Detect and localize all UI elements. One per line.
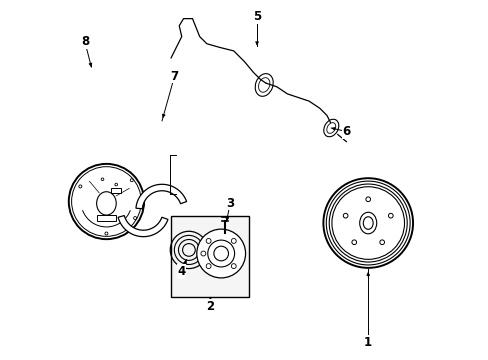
Text: 8: 8 [81, 35, 89, 49]
Text: 3: 3 [225, 197, 234, 210]
Text: 4: 4 [177, 265, 185, 278]
Text: 5: 5 [252, 10, 261, 23]
Ellipse shape [255, 74, 273, 96]
Text: 6: 6 [342, 125, 350, 138]
Text: 7: 7 [170, 69, 178, 82]
Bar [171, 216, 249, 297]
Polygon shape [118, 216, 168, 237]
Polygon shape [136, 184, 186, 209]
Ellipse shape [323, 119, 338, 137]
Circle shape [196, 229, 245, 278]
Text: 2: 2 [206, 300, 214, 313]
Text: 1: 1 [364, 336, 371, 348]
